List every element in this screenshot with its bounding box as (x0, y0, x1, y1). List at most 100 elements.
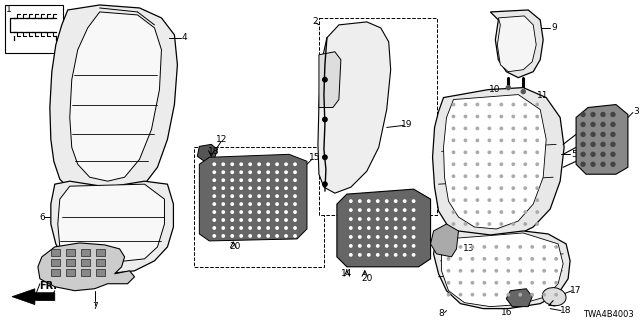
Circle shape (367, 209, 370, 211)
Circle shape (536, 199, 538, 201)
Circle shape (240, 171, 243, 173)
Circle shape (488, 211, 491, 213)
Circle shape (581, 113, 585, 116)
Circle shape (240, 211, 243, 213)
Circle shape (495, 293, 497, 296)
Circle shape (452, 151, 454, 154)
Circle shape (240, 219, 243, 221)
Circle shape (524, 175, 527, 177)
Circle shape (555, 282, 557, 284)
Circle shape (500, 151, 502, 154)
Circle shape (267, 227, 269, 229)
Circle shape (385, 236, 388, 238)
Circle shape (512, 139, 515, 141)
Circle shape (471, 258, 474, 260)
Circle shape (536, 163, 538, 165)
Circle shape (412, 209, 415, 211)
Circle shape (367, 254, 370, 256)
Bar (51, 269, 60, 276)
Circle shape (512, 211, 515, 213)
Circle shape (611, 132, 615, 136)
Circle shape (258, 163, 260, 165)
Circle shape (555, 258, 557, 260)
Circle shape (507, 269, 509, 272)
Circle shape (294, 179, 296, 181)
Bar (81, 269, 90, 276)
Polygon shape (319, 52, 341, 108)
Bar (81, 249, 90, 256)
Circle shape (476, 115, 479, 118)
Circle shape (512, 223, 515, 225)
Circle shape (471, 282, 474, 284)
Circle shape (294, 235, 296, 237)
Circle shape (403, 209, 406, 211)
Circle shape (222, 211, 225, 213)
Circle shape (376, 245, 379, 247)
Circle shape (464, 139, 467, 141)
Circle shape (521, 90, 525, 93)
Text: 6: 6 (39, 212, 45, 221)
Circle shape (531, 258, 533, 260)
Circle shape (403, 254, 406, 256)
Text: 20: 20 (230, 242, 241, 252)
Circle shape (500, 127, 502, 130)
Circle shape (460, 246, 461, 248)
Circle shape (476, 163, 479, 165)
Text: 18: 18 (207, 147, 219, 156)
Polygon shape (497, 16, 536, 72)
Circle shape (524, 199, 527, 201)
Circle shape (276, 211, 278, 213)
Circle shape (213, 171, 216, 173)
Text: 11: 11 (538, 91, 549, 100)
Circle shape (601, 142, 605, 146)
Circle shape (285, 219, 287, 221)
Circle shape (285, 195, 287, 197)
Circle shape (543, 282, 545, 284)
Circle shape (519, 282, 522, 284)
Circle shape (231, 203, 234, 205)
Circle shape (524, 163, 527, 165)
Circle shape (524, 115, 527, 118)
Circle shape (385, 200, 388, 202)
Circle shape (500, 175, 502, 177)
Circle shape (476, 151, 479, 154)
Circle shape (258, 179, 260, 181)
Circle shape (452, 199, 454, 201)
Circle shape (412, 200, 415, 202)
Circle shape (213, 195, 216, 197)
Circle shape (412, 254, 415, 256)
Circle shape (258, 211, 260, 213)
Circle shape (524, 139, 527, 141)
Circle shape (452, 175, 454, 177)
Circle shape (323, 182, 327, 186)
Circle shape (249, 235, 252, 237)
Circle shape (524, 151, 527, 154)
Circle shape (385, 254, 388, 256)
Circle shape (536, 187, 538, 189)
Circle shape (267, 163, 269, 165)
Circle shape (531, 293, 533, 296)
Circle shape (519, 293, 522, 296)
Circle shape (294, 163, 296, 165)
Circle shape (536, 103, 538, 106)
Circle shape (464, 199, 467, 201)
Circle shape (213, 187, 216, 189)
Circle shape (452, 115, 454, 118)
Circle shape (240, 227, 243, 229)
Polygon shape (51, 181, 173, 274)
Circle shape (213, 219, 216, 221)
Bar (51, 249, 60, 256)
Circle shape (394, 254, 397, 256)
Text: 16: 16 (500, 308, 512, 317)
Circle shape (495, 246, 497, 248)
Circle shape (452, 139, 454, 141)
Circle shape (581, 132, 585, 136)
Circle shape (222, 163, 225, 165)
Circle shape (464, 103, 467, 106)
Circle shape (258, 219, 260, 221)
Circle shape (267, 203, 269, 205)
Circle shape (412, 245, 415, 247)
Circle shape (464, 211, 467, 213)
Circle shape (294, 211, 296, 213)
Circle shape (452, 163, 454, 165)
